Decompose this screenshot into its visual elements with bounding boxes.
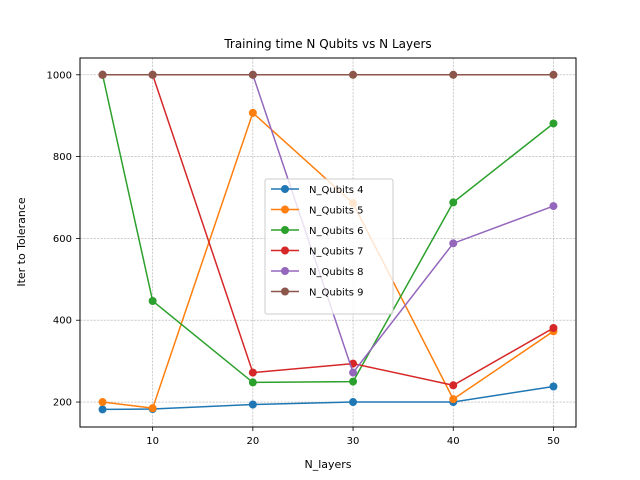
x-tick-label: 50	[547, 436, 560, 447]
ticks: 10 20 30 40 50 200 400 600 800 1000	[47, 70, 560, 447]
y-tick-label: 400	[53, 316, 72, 327]
data-point	[449, 239, 458, 248]
chart-title: Training time N Qubits vs N Layers	[223, 37, 431, 51]
legend-swatch-marker	[281, 246, 289, 255]
legend-label: N_Qubits 8	[309, 267, 364, 278]
legend-box	[264, 178, 394, 315]
legend-label: N_Qubits 5	[309, 206, 364, 217]
y-tick-label: 200	[53, 398, 72, 409]
data-point	[549, 119, 558, 128]
legend-swatch-marker	[281, 226, 289, 234]
legend-swatch-marker	[281, 267, 289, 275]
legend-label: N_Qubits 6	[309, 226, 364, 237]
data-point	[248, 400, 257, 409]
data-point	[449, 70, 458, 79]
y-axis-label: Iter to Tolerance	[15, 197, 28, 287]
legend: N_Qubits 4 N_Qubits 5 N_Qubits 6 N_Qubits 7…	[264, 178, 394, 315]
series-1	[98, 382, 558, 414]
data-point	[349, 398, 358, 407]
series-6	[98, 70, 558, 79]
series-layer	[98, 70, 558, 414]
legend-swatch-marker	[281, 287, 289, 296]
data-point	[148, 297, 157, 305]
legend-label: N_Qubits 9	[309, 288, 364, 299]
x-tick-label: 30	[347, 436, 360, 447]
legend-item: N_Qubits 6	[271, 226, 364, 237]
data-point	[549, 382, 558, 391]
legend-item: N_Qubits 8	[271, 267, 364, 278]
legend-item: N_Qubits 7	[271, 246, 364, 258]
legend-swatch-marker	[281, 205, 289, 214]
data-point	[248, 70, 257, 79]
data-point	[349, 70, 358, 79]
y-tick-label: 600	[53, 234, 72, 245]
data-point	[549, 202, 558, 211]
data-point	[248, 368, 257, 377]
legend-label: N_Qubits 4	[309, 185, 364, 196]
x-axis-label: N_layers	[304, 458, 351, 471]
y-tick-label: 1000	[47, 70, 72, 81]
x-tick-label: 20	[246, 436, 259, 447]
data-point	[549, 70, 558, 79]
series-line	[101, 74, 554, 384]
data-point	[148, 404, 157, 413]
data-point	[549, 324, 558, 332]
x-tick-label: 40	[447, 436, 460, 447]
y-tick-label: 800	[53, 152, 72, 163]
data-point	[98, 405, 107, 414]
data-point	[148, 70, 157, 79]
legend-label: N_Qubits 7	[309, 247, 364, 258]
data-point	[449, 198, 458, 207]
data-point	[449, 395, 458, 404]
series-line	[102, 385, 554, 411]
data-point	[349, 368, 358, 377]
series-3	[98, 70, 558, 387]
x-tick-label: 10	[146, 436, 159, 447]
legend-item: N_Qubits 4	[271, 185, 364, 196]
data-point	[98, 70, 107, 79]
legend-item: N_Qubits 5	[271, 205, 364, 217]
legend-item: N_Qubits 9	[271, 287, 364, 299]
data-point	[98, 398, 107, 407]
data-point	[449, 381, 458, 390]
plot-frame	[79, 57, 577, 428]
data-point	[248, 378, 257, 387]
series-line	[102, 111, 554, 409]
data-point	[248, 108, 257, 117]
data-point	[349, 377, 358, 386]
legend-swatch-marker	[281, 185, 289, 193]
